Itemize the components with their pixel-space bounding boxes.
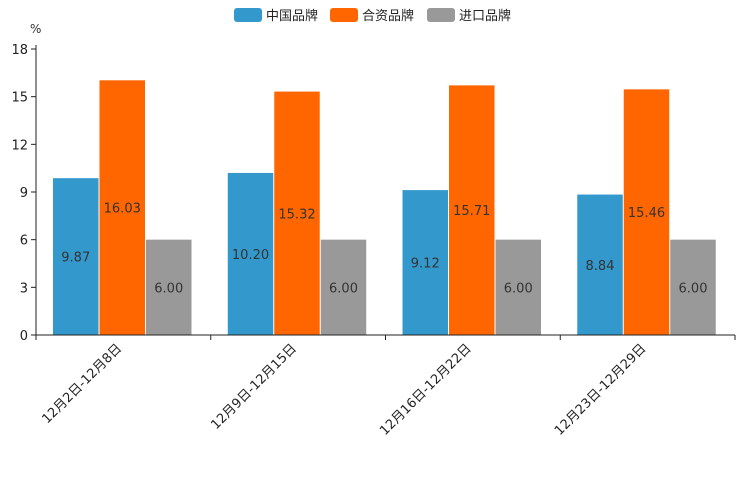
bar [495, 239, 541, 335]
x-tick-label: 12月9日-12月15日 [208, 341, 300, 433]
legend-swatch [234, 8, 262, 22]
bar [227, 172, 274, 335]
bar [402, 190, 448, 335]
data-label: 10.20 [232, 248, 269, 263]
y-unit-label: % [30, 22, 41, 36]
y-tick-label: 12 [11, 138, 28, 153]
data-label: 6.00 [329, 281, 358, 296]
bars-group: 9.87 16.03 6.00 10.20 15.32 6.00 9.12 15.71 6.00… [53, 80, 716, 336]
data-label: 15.32 [278, 207, 315, 222]
bar [320, 239, 367, 335]
y-tick-label: 6 [20, 234, 28, 249]
legend-swatch [330, 8, 358, 22]
y-tick-label: 0 [20, 329, 28, 344]
data-label: 8.84 [586, 259, 615, 274]
legend-label: 进口品牌 [459, 8, 511, 24]
bar [274, 91, 320, 336]
bar [146, 239, 192, 335]
y-tick-label: 3 [20, 281, 28, 296]
data-label: 6.00 [154, 281, 183, 296]
x-tick-label: 12月16日-12月22日 [377, 341, 474, 438]
legend-label: 中国品牌 [266, 8, 318, 24]
bar [623, 89, 670, 335]
data-label: 6.00 [679, 281, 708, 296]
x-axis: 12月2日-12月8日 12月9日-12月15日 12月16日-12月22日 12月2… [35, 334, 736, 439]
y-tick-label: 9 [20, 186, 28, 201]
y-axis: 0 3 6 9 12 15 18 [11, 43, 37, 344]
data-label: 15.71 [453, 204, 490, 219]
y-tick-label: 18 [11, 43, 28, 58]
y-tick-label: 15 [11, 91, 28, 106]
bar [670, 239, 716, 335]
bar [449, 85, 495, 335]
data-label: 9.87 [61, 251, 90, 266]
legend: 中国品牌 合资品牌 进口品牌 [234, 8, 511, 24]
x-tick-label: 12月23日-12月29日 [552, 341, 649, 438]
data-label: 9.12 [411, 257, 440, 272]
data-label: 15.46 [628, 206, 665, 221]
x-tick-label: 12月2日-12月8日 [39, 341, 125, 427]
bar [99, 80, 145, 335]
legend-label: 合资品牌 [362, 8, 414, 24]
bar [53, 178, 99, 335]
bar [577, 194, 623, 335]
data-label: 16.03 [104, 202, 141, 217]
legend-swatch [427, 8, 455, 22]
data-label: 6.00 [504, 281, 533, 296]
